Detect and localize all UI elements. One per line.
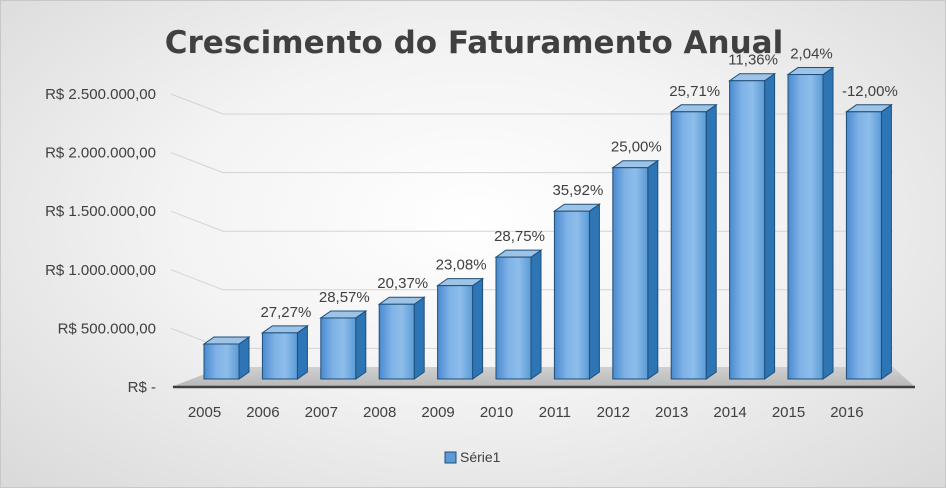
x-tick-label: 2006 bbox=[246, 404, 279, 421]
x-tick-label: 2016 bbox=[830, 404, 863, 421]
gridlines bbox=[170, 93, 893, 349]
data-label: 25,00% bbox=[611, 139, 662, 156]
y-tick-label: R$ 500.000,00 bbox=[58, 320, 156, 337]
x-tick-label: 2009 bbox=[421, 404, 454, 421]
data-label: 27,27% bbox=[260, 304, 311, 321]
legend: Série1 bbox=[444, 449, 501, 465]
data-label: 2,04% bbox=[790, 46, 833, 63]
y-tick-label: R$ 1.500.000,00 bbox=[45, 203, 156, 220]
x-axis: 2005 2006 2007 2008 2009 2010 2011 2012 2013 2014… bbox=[188, 404, 864, 421]
bars bbox=[202, 66, 893, 380]
y-tick-label: R$ 2.500.000,00 bbox=[45, 86, 156, 103]
y-axis: R$ - R$ 500.000,00 R$ 1.000.000,00 R$ 1.500… bbox=[45, 86, 156, 396]
x-tick-label: 2011 bbox=[539, 404, 571, 421]
legend-label-serie1: Série1 bbox=[460, 449, 501, 465]
chart-title: Crescimento do Faturamento Anual bbox=[165, 25, 783, 61]
bar bbox=[377, 296, 426, 380]
bar bbox=[611, 159, 660, 380]
bar bbox=[319, 310, 368, 380]
x-tick-label: 2013 bbox=[655, 404, 688, 421]
x-tick-label: 2010 bbox=[480, 404, 513, 421]
gridline bbox=[170, 152, 893, 174]
data-label: -12,00% bbox=[842, 83, 898, 100]
x-tick-label: 2005 bbox=[188, 404, 221, 421]
y-tick-label: R$ - bbox=[128, 379, 156, 396]
x-tick-label: 2014 bbox=[713, 404, 746, 421]
y-tick-label: R$ 2.000.000,00 bbox=[45, 145, 156, 162]
bar bbox=[202, 336, 251, 380]
data-label: 28,75% bbox=[494, 228, 545, 245]
data-label: 35,92% bbox=[552, 182, 603, 199]
data-label: 23,08% bbox=[436, 257, 487, 274]
legend-swatch bbox=[444, 451, 457, 464]
gridline bbox=[170, 269, 893, 291]
data-label: 28,57% bbox=[319, 289, 370, 306]
x-tick-label: 2012 bbox=[597, 404, 630, 421]
y-tick-label: R$ 1.000.000,00 bbox=[45, 262, 156, 279]
bar bbox=[786, 66, 835, 380]
bar bbox=[552, 203, 601, 380]
x-tick-label: 2007 bbox=[305, 404, 338, 421]
data-label: 25,71% bbox=[669, 83, 720, 100]
bar bbox=[260, 324, 309, 380]
bar bbox=[494, 249, 543, 380]
x-tick-label: 2015 bbox=[772, 404, 805, 421]
gridline bbox=[170, 210, 893, 232]
bar bbox=[844, 103, 893, 380]
gridline bbox=[170, 93, 893, 115]
data-label: 20,37% bbox=[377, 275, 428, 292]
data-labels: 27,27% 28,57% 20,37% 23,08% 28,75% 35,92% 25,0… bbox=[260, 46, 897, 321]
bar bbox=[669, 103, 718, 380]
bar bbox=[728, 72, 777, 380]
data-label: 11,36% bbox=[728, 52, 778, 69]
bar bbox=[436, 277, 485, 380]
x-tick-label: 2008 bbox=[363, 404, 396, 421]
